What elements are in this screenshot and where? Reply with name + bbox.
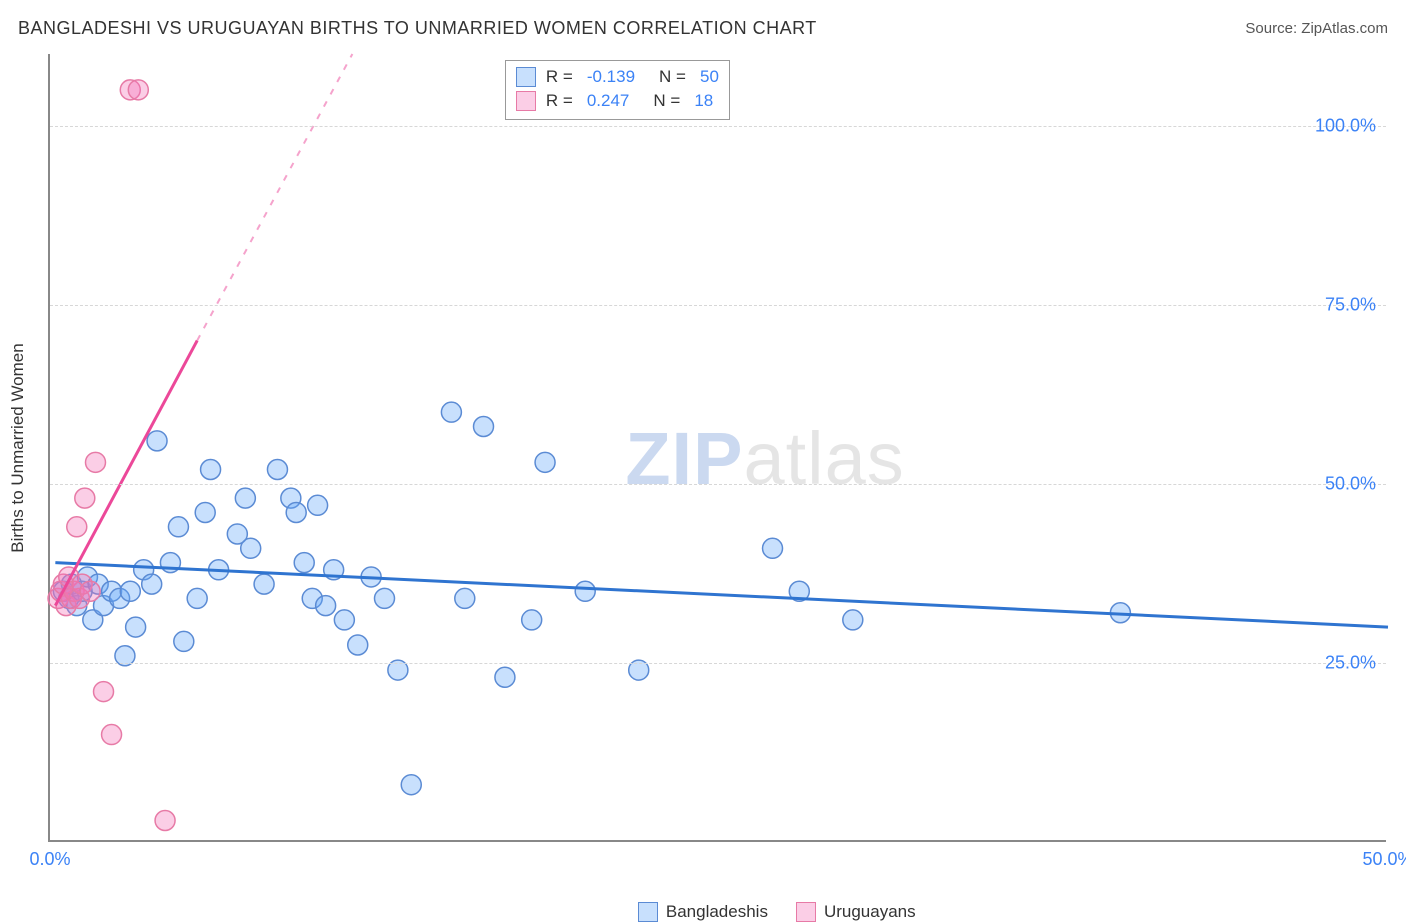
n-label: N =: [659, 67, 686, 87]
data-point: [286, 502, 306, 522]
data-point: [474, 417, 494, 437]
data-point: [575, 581, 595, 601]
n-value: 18: [694, 91, 713, 111]
r-label: R =: [546, 91, 573, 111]
gridline: [50, 126, 1386, 127]
legend-label: Uruguayans: [824, 902, 916, 922]
data-point: [316, 596, 336, 616]
source-attribution: Source: ZipAtlas.com: [1245, 20, 1388, 37]
stats-legend-row: R = -0.139 N = 50: [516, 65, 719, 89]
chart-svg: [50, 54, 1386, 840]
data-point: [455, 588, 475, 608]
y-tick-label: 50.0%: [1325, 473, 1376, 494]
data-point: [174, 631, 194, 651]
data-point: [142, 574, 162, 594]
n-value: 50: [700, 67, 719, 87]
r-value: 0.247: [587, 91, 630, 111]
x-tick-label: 0.0%: [29, 849, 70, 870]
data-point: [348, 635, 368, 655]
x-tick-label: 50.0%: [1362, 849, 1406, 870]
y-tick-label: 75.0%: [1325, 294, 1376, 315]
data-point: [80, 581, 100, 601]
data-point: [495, 667, 515, 687]
data-point: [85, 452, 105, 472]
data-point: [187, 588, 207, 608]
data-point: [235, 488, 255, 508]
y-axis-title: Births to Unmarried Women: [8, 343, 28, 552]
chart-title: BANGLADESHI VS URUGUAYAN BIRTHS TO UNMAR…: [18, 18, 817, 39]
legend-swatch: [796, 902, 816, 922]
data-point: [267, 459, 287, 479]
gridline: [50, 305, 1386, 306]
trend-line-extrapolated: [197, 54, 352, 341]
data-point: [401, 775, 421, 795]
r-label: R =: [546, 67, 573, 87]
legend-item: Bangladeshis: [638, 902, 768, 922]
data-point: [102, 725, 122, 745]
data-point: [147, 431, 167, 451]
data-point: [201, 459, 221, 479]
data-point: [294, 553, 314, 573]
data-point: [155, 811, 175, 831]
data-point: [126, 617, 146, 637]
y-tick-label: 25.0%: [1325, 652, 1376, 673]
stats-legend: R = -0.139 N = 50 R = 0.247 N = 18: [505, 60, 730, 120]
chart-container: Births to Unmarried Women ZIPatlas R =-0…: [48, 54, 1386, 842]
data-point: [195, 502, 215, 522]
series-legend: Bangladeshis Uruguayans: [638, 902, 916, 922]
n-label: N =: [653, 91, 680, 111]
data-point: [241, 538, 261, 558]
data-point: [128, 80, 148, 100]
data-point: [94, 682, 114, 702]
data-point: [843, 610, 863, 630]
r-value: -0.139: [587, 67, 635, 87]
stats-legend-row: R = 0.247 N = 18: [516, 89, 719, 113]
data-point: [441, 402, 461, 422]
data-point: [67, 517, 87, 537]
data-point: [168, 517, 188, 537]
legend-swatch: [516, 91, 536, 111]
data-point: [522, 610, 542, 630]
data-point: [254, 574, 274, 594]
legend-swatch: [516, 67, 536, 87]
data-point: [75, 488, 95, 508]
data-point: [535, 452, 555, 472]
legend-item: Uruguayans: [796, 902, 916, 922]
data-point: [120, 581, 140, 601]
data-point: [375, 588, 395, 608]
source-label: Source:: [1245, 20, 1297, 37]
legend-swatch: [638, 902, 658, 922]
y-tick-label: 100.0%: [1315, 115, 1376, 136]
data-point: [308, 495, 328, 515]
source-value: ZipAtlas.com: [1301, 20, 1388, 37]
gridline: [50, 484, 1386, 485]
data-point: [763, 538, 783, 558]
legend-label: Bangladeshis: [666, 902, 768, 922]
data-point: [334, 610, 354, 630]
trend-line: [55, 563, 1388, 627]
gridline: [50, 663, 1386, 664]
plot-area: ZIPatlas R =-0.139N =50R =0.247N =18 25.…: [48, 54, 1386, 842]
